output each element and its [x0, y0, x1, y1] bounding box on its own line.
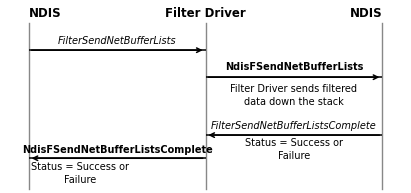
Text: Status = Success or
Failure: Status = Success or Failure — [245, 138, 343, 161]
Text: Status = Success or
Failure: Status = Success or Failure — [31, 163, 129, 185]
Text: FilterSendNetBufferLists: FilterSendNetBufferLists — [58, 36, 176, 46]
Text: NdisFSendNetBufferListsComplete: NdisFSendNetBufferListsComplete — [22, 145, 212, 155]
Text: Filter Driver: Filter Driver — [165, 7, 246, 20]
Text: NDIS: NDIS — [350, 7, 382, 20]
Text: Filter Driver sends filtered
data down the stack: Filter Driver sends filtered data down t… — [230, 84, 358, 107]
Text: FilterSendNetBufferListsComplete: FilterSendNetBufferListsComplete — [211, 121, 377, 131]
Text: NdisFSendNetBufferLists: NdisFSendNetBufferLists — [225, 62, 363, 72]
Text: NDIS: NDIS — [29, 7, 61, 20]
